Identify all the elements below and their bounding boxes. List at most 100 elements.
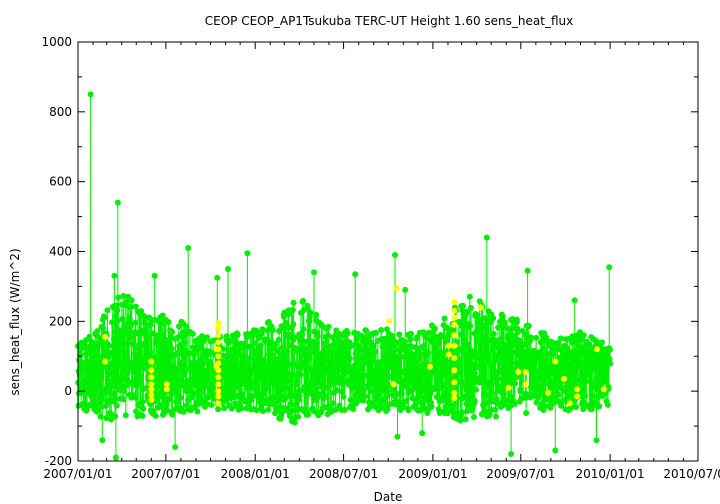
data-point — [278, 412, 285, 419]
data-point — [98, 374, 105, 381]
data-point — [497, 366, 504, 373]
data-point — [371, 358, 378, 365]
spike-point — [114, 199, 121, 206]
data-point — [340, 393, 347, 400]
flagged-point — [148, 396, 155, 403]
data-point — [260, 408, 266, 414]
data-point — [528, 364, 535, 371]
data-point — [233, 384, 240, 391]
flagged-point — [102, 334, 109, 340]
data-point — [106, 365, 113, 372]
data-point — [189, 330, 196, 337]
data-point — [486, 411, 493, 418]
data-point — [435, 361, 441, 368]
data-point — [191, 404, 197, 411]
data-point — [420, 365, 427, 372]
data-point — [300, 297, 306, 304]
data-point — [127, 323, 134, 330]
data-point — [139, 398, 146, 405]
data-point — [100, 364, 107, 370]
data-point — [604, 401, 611, 408]
data-point — [275, 379, 281, 386]
data-point — [254, 390, 261, 397]
data-point — [512, 380, 519, 387]
data-point — [494, 375, 501, 382]
data-point — [456, 356, 463, 363]
data-point — [393, 398, 400, 405]
data-point — [169, 411, 176, 418]
data-point — [142, 342, 149, 348]
data-point — [275, 398, 282, 405]
data-point — [118, 383, 125, 390]
data-point — [166, 357, 173, 364]
flagged-point — [451, 307, 458, 314]
data-point — [527, 334, 534, 341]
data-point — [566, 392, 573, 399]
data-point — [325, 332, 331, 339]
data-point — [380, 356, 387, 363]
series-flagged — [102, 285, 607, 407]
flagged-point — [148, 381, 155, 388]
data-point — [460, 302, 466, 309]
data-point — [466, 293, 473, 300]
spike-point — [593, 437, 600, 444]
data-point — [350, 363, 357, 369]
data-point — [515, 362, 522, 368]
data-point — [482, 326, 489, 333]
data-point — [523, 410, 530, 416]
data-point — [325, 323, 332, 330]
data-point — [489, 362, 496, 369]
data-point — [269, 327, 276, 334]
data-point — [203, 334, 210, 341]
data-point — [283, 393, 290, 400]
data-point — [313, 311, 320, 318]
data-point — [128, 297, 135, 304]
flagged-point — [561, 375, 567, 382]
data-point — [482, 385, 489, 392]
spike-point — [552, 447, 559, 454]
data-point — [239, 391, 246, 398]
data-point — [208, 402, 215, 408]
data-point — [370, 342, 377, 349]
data-point — [401, 338, 408, 345]
data-point — [554, 345, 561, 351]
data-point — [132, 394, 139, 401]
data-point — [414, 361, 421, 368]
data-point — [132, 303, 139, 310]
data-point — [580, 332, 587, 339]
data-point — [596, 403, 603, 410]
data-point — [124, 340, 131, 347]
data-point — [533, 399, 540, 406]
flagged-point — [148, 367, 155, 374]
spike-point — [483, 234, 490, 241]
data-point — [342, 343, 349, 350]
data-point — [247, 371, 254, 378]
data-point — [586, 357, 593, 364]
data-point — [458, 331, 465, 338]
data-point — [426, 378, 433, 385]
data-point — [121, 388, 128, 395]
data-point — [545, 396, 552, 402]
data-point — [103, 415, 110, 421]
data-point — [398, 390, 405, 397]
flagged-point — [386, 318, 393, 325]
data-point — [514, 329, 521, 336]
flagged-point — [505, 384, 512, 391]
spike-point — [606, 264, 613, 271]
data-point — [90, 350, 97, 357]
data-point — [257, 350, 264, 356]
data-point — [177, 359, 184, 366]
flagged-point — [478, 304, 484, 311]
data-point — [467, 322, 474, 329]
data-point — [117, 340, 123, 347]
data-point — [131, 341, 138, 348]
data-point — [168, 334, 174, 341]
data-point — [111, 392, 118, 399]
data-point — [100, 324, 106, 331]
data-point — [194, 408, 201, 415]
data-point — [171, 378, 178, 385]
data-point — [425, 349, 432, 356]
data-point — [132, 351, 138, 358]
data-point — [486, 381, 493, 388]
data-point — [158, 389, 164, 396]
